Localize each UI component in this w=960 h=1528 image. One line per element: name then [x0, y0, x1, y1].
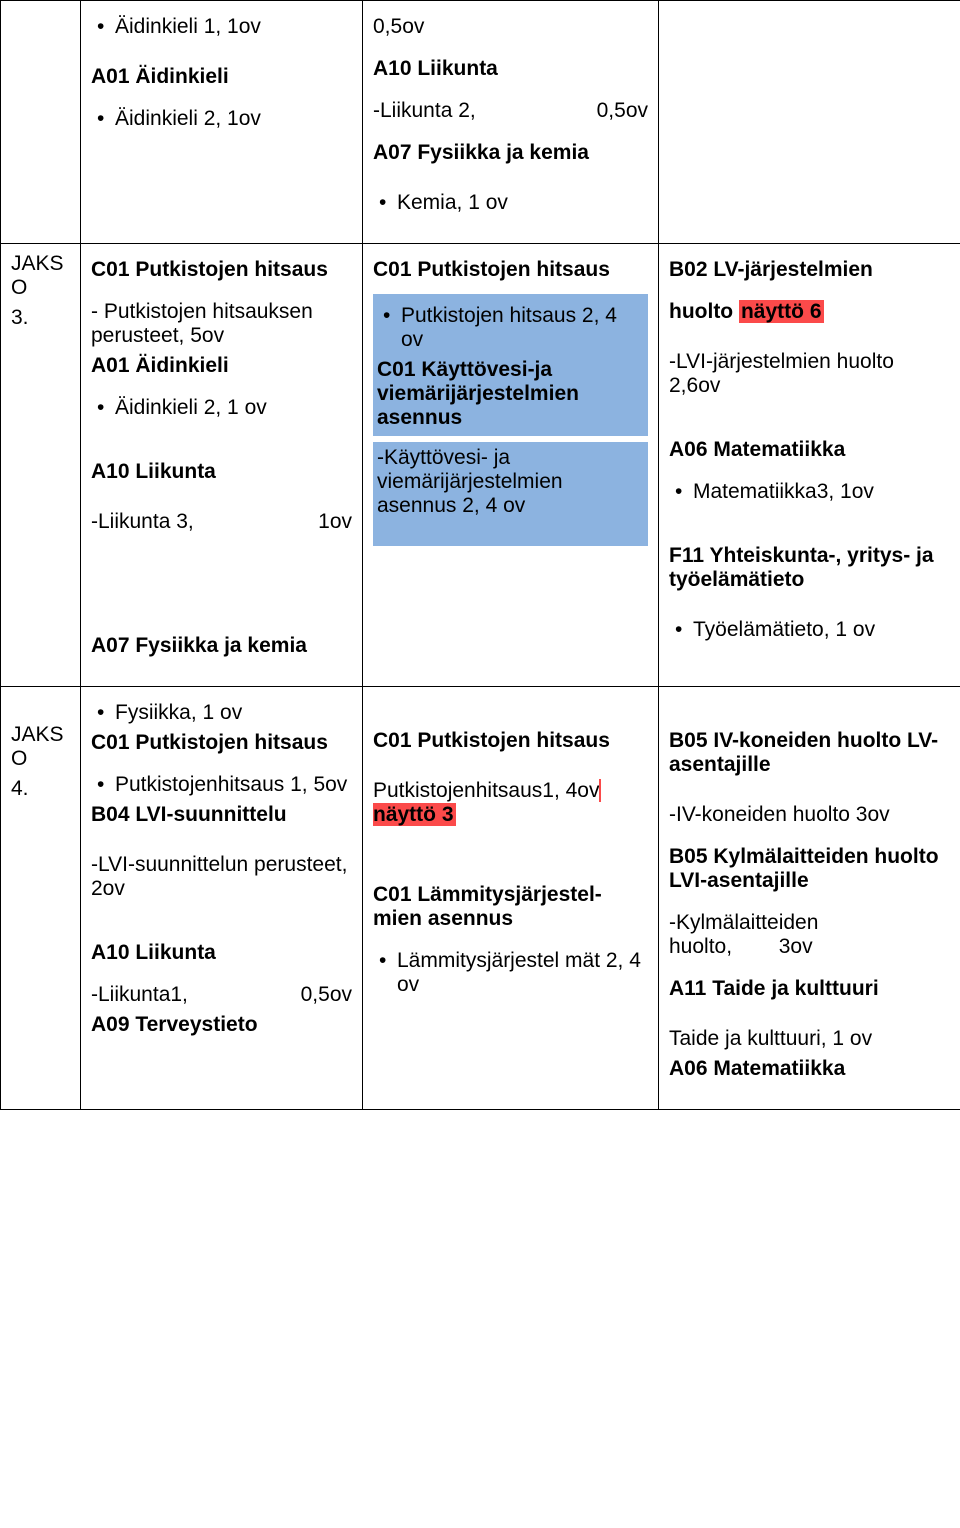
cell-r2-c0: JAKS O 4.	[1, 687, 81, 1110]
text-line: Taide ja kulttuuri, 1 ov	[669, 1027, 950, 1051]
cell-r0-c2: 0,5ov A10 Liikunta -Liikunta 2, 0,5ov A0…	[363, 1, 659, 244]
text-line: -Liikunta 2, 0,5ov	[373, 99, 648, 123]
text-span: Putkistojenhitsaus1, 4ov	[373, 779, 599, 802]
text-line: 0,5ov	[373, 15, 648, 39]
course-heading: C01 Lämmitysjärjestel-mien asennus	[373, 883, 648, 931]
text-line: -Liikunta1, 0,5ov	[91, 983, 352, 1007]
highlighted-block: -Käyttövesi- ja viemärijärjestelmien ase…	[373, 442, 648, 524]
list-item: Kemia, 1 ov	[373, 191, 648, 215]
course-heading: B05 Kylmälaitteiden huolto LVI-asentajil…	[669, 845, 950, 893]
course-heading: A06 Matematiikka	[669, 1057, 950, 1081]
course-heading: A07 Fysiikka ja kemia	[373, 141, 648, 165]
list-item: Fysiikka, 1 ov	[91, 701, 352, 725]
list-item: Putkistojen hitsaus 2, 4 ov	[377, 304, 644, 352]
course-heading: C01 Putkistojen hitsaus	[91, 258, 352, 282]
list-item: Työelämätieto, 1 ov	[669, 618, 950, 642]
text-line: -Käyttövesi- ja viemärijärjestelmien ase…	[377, 446, 644, 518]
cell-r1-c1: C01 Putkistojen hitsaus - Putkistojen hi…	[81, 244, 363, 687]
text-line: - Putkistojen hitsauksen perusteet, 5ov	[91, 300, 352, 348]
text-span: -Liikunta1,	[91, 983, 188, 1007]
list-item: Äidinkieli 2, 1ov	[91, 107, 352, 131]
course-heading: A09 Terveystieto	[91, 1013, 352, 1037]
cell-r1-c2: C01 Putkistojen hitsaus Putkistojen hits…	[363, 244, 659, 687]
course-heading: B02 LV-järjestelmien	[669, 258, 950, 282]
list-item: Putkistojenhitsaus 1, 5ov	[91, 773, 352, 797]
cell-r2-c2: C01 Putkistojen hitsaus Putkistojenhitsa…	[363, 687, 659, 1110]
course-heading: C01 Putkistojen hitsaus	[373, 729, 648, 753]
text-span: huolto	[669, 300, 739, 323]
text-line: -Liikunta 3, 1ov	[91, 510, 352, 534]
course-heading: C01 Putkistojen hitsaus	[91, 731, 352, 755]
list-item: Lämmitysjärjestel mät 2, 4 ov	[373, 949, 648, 997]
list-item: Äidinkieli 1, 1ov	[91, 15, 352, 39]
text-span: 1ov	[318, 510, 352, 534]
text-line: -LVI-suunnittelun perusteet, 2ov	[91, 853, 352, 901]
period-label: O	[11, 747, 70, 771]
text-span: 0,5ov	[301, 983, 352, 1007]
course-heading: A11 Taide ja kulttuuri	[669, 977, 950, 1001]
course-heading: A07 Fysiikka ja kemia	[91, 634, 352, 658]
course-heading: A10 Liikunta	[373, 57, 648, 81]
list-item: Äidinkieli 2, 1 ov	[91, 396, 352, 420]
text-line: -Kylmälaitteiden huolto, 3ov	[669, 911, 950, 959]
text-line: -IV-koneiden huolto 3ov	[669, 803, 950, 827]
cell-r2-c1: Fysiikka, 1 ov C01 Putkistojen hitsaus P…	[81, 687, 363, 1110]
course-heading: A10 Liikunta	[91, 460, 352, 484]
table-row: JAKS O 4. Fysiikka, 1 ov C01 Putkistojen…	[1, 687, 960, 1110]
text-span: -Liikunta 3,	[91, 510, 194, 534]
text-line: huolto näyttö 6	[669, 300, 950, 324]
text-span: 0,5ov	[597, 99, 648, 123]
list-item: Matematiikka3, 1ov	[669, 480, 950, 504]
highlighted-tail	[373, 524, 648, 546]
course-heading: C01 Käyttövesi-ja viemärijärjestelmien a…	[377, 358, 644, 430]
table-row: JAKS O 3. C01 Putkistojen hitsaus - Putk…	[1, 244, 960, 687]
period-label: O	[11, 276, 70, 300]
curriculum-table: Äidinkieli 1, 1ov A01 Äidinkieli Äidinki…	[0, 0, 960, 1110]
course-heading: F11 Yhteiskunta-, yritys- ja työelämätie…	[669, 544, 950, 592]
period-number: 4.	[11, 777, 70, 801]
course-heading: A10 Liikunta	[91, 941, 352, 965]
highlighted-block: Putkistojen hitsaus 2, 4 ov C01 Käyttöve…	[373, 294, 648, 436]
course-heading: A06 Matematiikka	[669, 438, 950, 462]
text-span: 3ov	[779, 935, 813, 958]
cell-r1-c0: JAKS O 3.	[1, 244, 81, 687]
course-heading: B05 IV-koneiden huolto LV-asentajille	[669, 729, 950, 777]
course-heading: A01 Äidinkieli	[91, 65, 352, 89]
cell-r0-c1: Äidinkieli 1, 1ov A01 Äidinkieli Äidinki…	[81, 1, 363, 244]
cell-r2-c3: B05 IV-koneiden huolto LV-asentajille -I…	[659, 687, 960, 1110]
cell-r0-c0	[1, 1, 81, 244]
cell-r0-c3	[659, 1, 960, 244]
course-heading: A01 Äidinkieli	[91, 354, 352, 378]
cell-r1-c3: B02 LV-järjestelmien huolto näyttö 6 -LV…	[659, 244, 960, 687]
text-span: -Liikunta 2,	[373, 99, 476, 123]
course-heading: C01 Putkistojen hitsaus	[373, 258, 648, 282]
period-number: 3.	[11, 306, 70, 330]
period-label: JAKS	[11, 252, 70, 276]
text-line: -LVI-järjestelmien huolto 2,6ov	[669, 350, 950, 398]
period-label: JAKS	[11, 723, 70, 747]
table-row: Äidinkieli 1, 1ov A01 Äidinkieli Äidinki…	[1, 1, 960, 244]
highlight-red: näyttö 6	[739, 300, 824, 323]
course-heading: B04 LVI-suunnittelu	[91, 803, 352, 827]
text-line: Putkistojenhitsaus1, 4ov näyttö 3	[373, 779, 648, 827]
